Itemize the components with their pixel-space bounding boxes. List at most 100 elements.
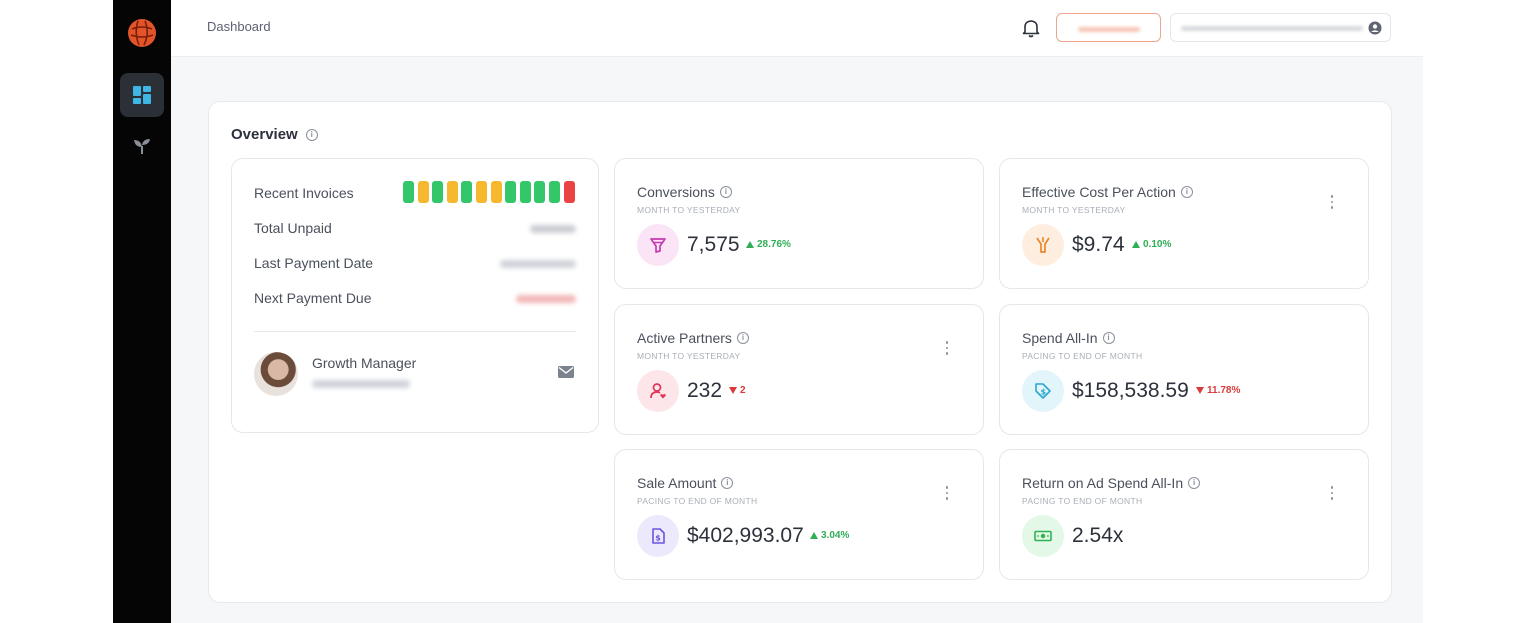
svg-text:$: $ xyxy=(655,534,661,543)
metric-value: $402,993.07 xyxy=(687,524,804,547)
next-payment-value-blurred xyxy=(516,295,576,303)
breadcrumb[interactable]: Dashboard xyxy=(207,19,271,34)
brand-logo[interactable] xyxy=(128,19,156,47)
card-title: Conversions i xyxy=(637,184,732,200)
metric-value: 232 xyxy=(687,379,723,402)
overview-header: Overview i xyxy=(231,126,318,143)
invoice-status-bar[interactable] xyxy=(534,181,546,203)
blurred-action-button[interactable] xyxy=(1056,13,1161,42)
last-payment-value-blurred xyxy=(500,260,576,268)
roas-card[interactable]: Return on Ad Spend All-In i PACING TO END… xyxy=(999,449,1369,580)
partner-icon xyxy=(637,370,679,412)
info-icon[interactable]: i xyxy=(736,332,749,344)
more-options-icon[interactable] xyxy=(1330,195,1334,209)
sale-icon: $ xyxy=(637,515,679,557)
globe-logo-icon xyxy=(129,20,155,46)
invoice-status-bar[interactable] xyxy=(563,181,575,203)
invoice-status-bar[interactable] xyxy=(461,181,473,203)
top-bar: Dashboard xyxy=(171,0,1423,57)
delta-text: 3.04% xyxy=(821,530,850,541)
trend-up-icon xyxy=(746,241,754,248)
info-icon[interactable]: i xyxy=(721,477,734,489)
delta-text: 0.10% xyxy=(1143,239,1172,250)
card-title: Spend All-In i xyxy=(1022,330,1115,346)
ecpa-card[interactable]: Effective Cost Per Action i MONTH TO YEST… xyxy=(999,158,1369,289)
account-selector[interactable] xyxy=(1170,13,1391,42)
info-icon[interactable]: i xyxy=(305,128,318,141)
card-title-text: Conversions xyxy=(637,184,715,200)
card-subtitle: MONTH TO YESTERDAY xyxy=(1022,205,1126,215)
invoice-status-bar[interactable] xyxy=(505,181,517,203)
more-options-icon[interactable] xyxy=(1330,486,1334,500)
metric-value: 2.54x xyxy=(1072,524,1124,547)
svg-text:$: $ xyxy=(1041,388,1047,397)
funnel-icon xyxy=(637,224,679,266)
info-icon[interactable]: i xyxy=(1180,186,1193,198)
invoice-status-bar[interactable] xyxy=(519,181,531,203)
next-payment-label: Next Payment Due xyxy=(254,290,372,306)
overview-title: Overview xyxy=(231,126,298,143)
invoice-status-bar[interactable] xyxy=(446,181,458,203)
notifications-bell-icon[interactable] xyxy=(1019,16,1043,40)
invoice-status-bar[interactable] xyxy=(432,181,444,203)
delta-text: 2 xyxy=(740,385,746,396)
card-title: Return on Ad Spend All-In i xyxy=(1022,475,1201,491)
delta-text: 11.78% xyxy=(1207,385,1241,396)
manager-name-blurred xyxy=(312,380,410,388)
divider xyxy=(254,331,576,332)
nav-dashboard[interactable] xyxy=(120,73,164,117)
more-options-icon[interactable] xyxy=(945,341,949,355)
trend-down-icon xyxy=(729,387,737,394)
user-circle-icon xyxy=(1368,21,1382,35)
info-icon[interactable]: i xyxy=(1188,477,1201,489)
metric-value: $9.74 xyxy=(1072,233,1125,256)
dashboard-grid-icon xyxy=(133,86,151,104)
tag-dollar-icon: $ xyxy=(1022,370,1064,412)
card-subtitle: PACING TO END OF MONTH xyxy=(637,496,758,506)
delta-text: 28.76% xyxy=(757,239,791,250)
mail-icon[interactable] xyxy=(558,366,574,378)
invoice-status-bar[interactable] xyxy=(475,181,487,203)
total-unpaid-value-blurred xyxy=(530,225,576,233)
metric-delta: 11.78% xyxy=(1196,385,1240,396)
recent-invoices-label: Recent Invoices xyxy=(254,185,354,201)
metric-delta: 3.04% xyxy=(810,530,849,541)
invoice-status-bar[interactable] xyxy=(417,181,429,203)
info-icon[interactable]: i xyxy=(719,186,732,198)
spend-all-in-card[interactable]: Spend All-In i PACING TO END OF MONTH $ $… xyxy=(999,304,1369,435)
overview-panel: Overview i Recent Invoices Total Unpaid … xyxy=(208,101,1392,603)
trend-up-icon xyxy=(1132,241,1140,248)
card-subtitle: PACING TO END OF MONTH xyxy=(1022,496,1143,506)
sale-amount-card[interactable]: Sale Amount i PACING TO END OF MONTH $ $4… xyxy=(614,449,984,580)
card-subtitle: PACING TO END OF MONTH xyxy=(1022,351,1143,361)
info-icon[interactable]: i xyxy=(1102,332,1115,344)
invoice-status-bar[interactable] xyxy=(490,181,502,203)
metric-value: 7,575 xyxy=(687,233,740,256)
metric-delta: 2 xyxy=(729,385,746,396)
more-options-icon[interactable] xyxy=(945,486,949,500)
cash-icon xyxy=(1022,515,1064,557)
card-title-text: Spend All-In xyxy=(1022,330,1098,346)
trend-down-icon xyxy=(1196,387,1204,394)
conversions-card[interactable]: Conversions i MONTH TO YESTERDAY 7,575 28… xyxy=(614,158,984,289)
card-title: Active Partners i xyxy=(637,330,749,346)
invoice-status-bars[interactable] xyxy=(403,181,575,203)
card-title-text: Return on Ad Spend All-In xyxy=(1022,475,1184,491)
blurred-account-email xyxy=(1181,26,1363,31)
sprout-icon xyxy=(134,139,150,154)
metric-delta: 0.10% xyxy=(1132,239,1171,250)
invoice-status-bar[interactable] xyxy=(403,181,414,203)
total-unpaid-label: Total Unpaid xyxy=(254,220,332,236)
nav-growth[interactable] xyxy=(120,124,164,168)
card-subtitle: MONTH TO YESTERDAY xyxy=(637,205,741,215)
billing-card: Recent Invoices Total Unpaid Last Paymen… xyxy=(231,158,599,433)
manager-role: Growth Manager xyxy=(312,355,417,371)
active-partners-card[interactable]: Active Partners i MONTH TO YESTERDAY 232 … xyxy=(614,304,984,435)
invoice-status-bar[interactable] xyxy=(548,181,560,203)
cost-icon xyxy=(1022,224,1064,266)
card-title-text: Active Partners xyxy=(637,330,732,346)
avatar xyxy=(254,352,298,396)
metric-delta: 28.76% xyxy=(746,239,791,250)
card-title: Effective Cost Per Action i xyxy=(1022,184,1193,200)
metric-value: $158,538.59 xyxy=(1072,379,1189,402)
